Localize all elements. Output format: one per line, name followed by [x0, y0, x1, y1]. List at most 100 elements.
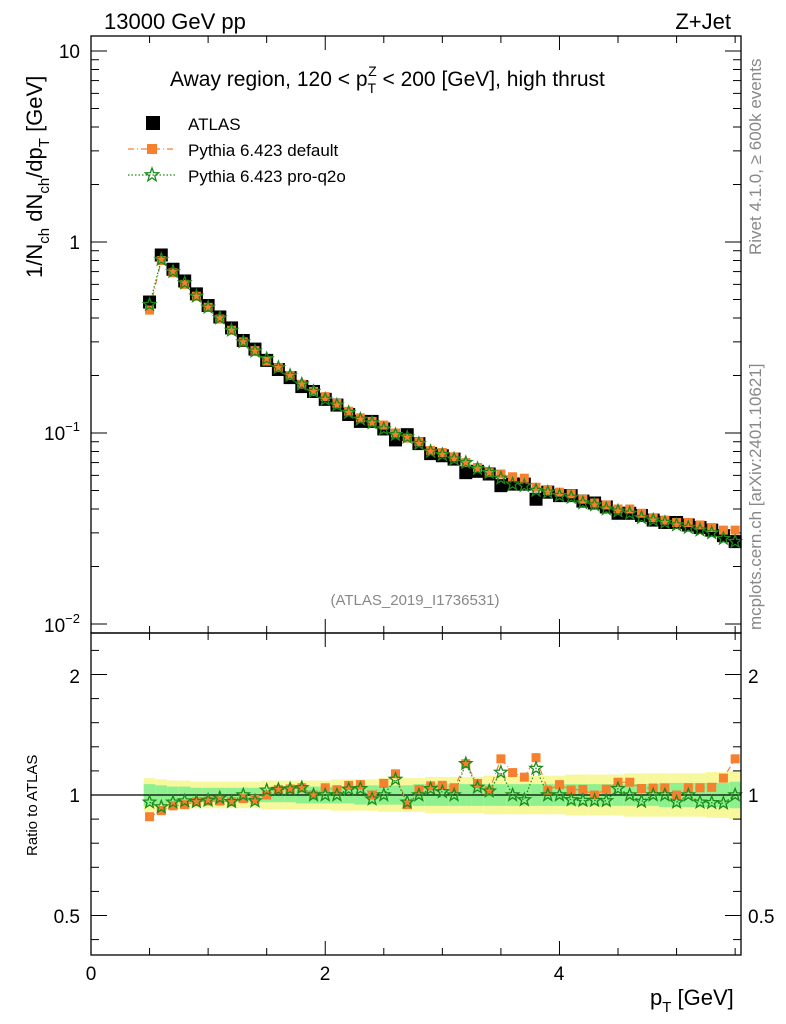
- proq2o-point: [399, 428, 416, 444]
- proq2o-point: [539, 483, 556, 499]
- ratio-proq2o-point: [223, 793, 240, 809]
- default-point: [484, 468, 494, 478]
- proq2o-point: [598, 500, 615, 516]
- proq2o-point: [551, 487, 568, 503]
- default-point: [227, 325, 237, 335]
- proq2o-point: [668, 516, 685, 532]
- default-point: [297, 379, 307, 389]
- legend-marker-proq2o: [143, 166, 161, 183]
- default-point: [215, 314, 225, 324]
- ratio-proq2o-point: [387, 770, 404, 787]
- default-point: [273, 363, 283, 373]
- ratio-proq2o-point: [188, 793, 205, 809]
- ratio-proq2o-point: [176, 792, 193, 808]
- ratio-proq2o-point: [352, 780, 369, 796]
- ratio-default-point: [695, 783, 705, 793]
- default-point: [461, 458, 471, 468]
- proq2o-point: [621, 504, 638, 520]
- proq2o-point: [680, 519, 697, 535]
- default-point: [145, 305, 155, 315]
- ratio-default-point: [145, 812, 155, 822]
- ratio-proq2o-point: [410, 786, 427, 802]
- default-point: [285, 371, 295, 381]
- ratio-default-point: [519, 772, 529, 782]
- proq2o-point: [434, 446, 451, 462]
- legend-label-default: Pythia 6.423 default: [188, 141, 339, 160]
- ratio-markers: [141, 753, 744, 822]
- default-point: [309, 386, 319, 396]
- ratio-proq2o-point: [715, 794, 732, 811]
- ytick-label-1: 1: [69, 233, 80, 254]
- header-left: 13000 GeV pp: [104, 9, 246, 34]
- ratio-default-point: [508, 768, 518, 778]
- ratio-ytick-label-1-right: 1: [748, 786, 759, 807]
- ytick-label-1e-1: 10−1: [44, 419, 80, 445]
- main-panel: 10−2 10−1 1 10 1/Nch dNch/dpT [GeV] Away…: [22, 35, 744, 637]
- ratio-proq2o-point: [211, 789, 228, 805]
- proq2o-point: [656, 514, 673, 530]
- ratio-default-point: [367, 790, 377, 800]
- proq2o-point: [352, 410, 369, 426]
- default-point: [718, 525, 728, 535]
- ratio-proq2o-point: [621, 786, 638, 802]
- ratio-ytick-label-2: 2: [69, 667, 80, 688]
- xtick-label-4: 4: [554, 964, 565, 985]
- default-point: [379, 420, 389, 430]
- ratio-default-point: [344, 780, 354, 790]
- ratio-proq2o-point: [340, 780, 357, 797]
- ratio-default-point: [730, 754, 740, 764]
- ratio-proq2o-point: [422, 780, 439, 796]
- proq2o-point: [200, 298, 217, 315]
- proq2o-point: [375, 420, 392, 436]
- ratio-proq2o-point: [492, 763, 509, 780]
- ratio-default-point: [601, 784, 611, 794]
- default-point: [601, 500, 611, 510]
- legend-marker-atlas: [146, 116, 160, 130]
- proq2o-point: [492, 469, 509, 485]
- proq2o-point: [211, 309, 228, 325]
- ratio-default-point: [203, 796, 213, 806]
- proq2o-point: [293, 375, 310, 391]
- chart-title: Away region, 120 < pTZ < 200 [GeV], high…: [170, 63, 605, 96]
- ratio-frame: [90, 632, 742, 956]
- ratio-proq2o-point: [329, 786, 345, 802]
- proq2o-point: [703, 524, 720, 540]
- xtick-label-0: 0: [86, 964, 97, 985]
- main-series-lines: [149, 258, 736, 543]
- proq2o-point: [504, 475, 521, 491]
- ratio-proq2o-point: [633, 793, 650, 809]
- ratio-default-point: [238, 794, 248, 804]
- proq2o-point: [165, 263, 181, 279]
- ratio-default-point: [168, 801, 178, 811]
- default-point: [156, 256, 166, 266]
- proq2o-point: [692, 521, 708, 537]
- ratio-proq2o-point: [668, 793, 685, 809]
- proq2o-point: [223, 321, 240, 337]
- ratio-proq2o-point: [457, 755, 474, 771]
- ratio-proq2o-point: [551, 786, 568, 802]
- proq2o-point: [645, 511, 662, 527]
- proq2o-point: [481, 464, 498, 480]
- ratio-default-point: [426, 781, 436, 791]
- proq2o-point: [329, 396, 345, 412]
- default-point: [238, 337, 248, 347]
- ratio-ylabel: Ratio to ATLAS: [24, 755, 41, 856]
- default-point: [437, 448, 447, 458]
- legend-label-proq2o: Pythia 6.423 pro-q2o: [188, 167, 346, 186]
- ratio-default-point: [180, 800, 190, 810]
- default-point: [613, 504, 623, 514]
- series-line-proq2o: [149, 258, 736, 543]
- legend: ATLAS Pythia 6.423 default Pythia 6.423 …: [128, 115, 346, 186]
- default-point: [636, 508, 646, 518]
- ratio-ytick-label-1: 1: [69, 786, 80, 807]
- ratio-default-point: [461, 759, 471, 769]
- proq2o-point: [563, 489, 580, 505]
- ratio-proq2o-point: [504, 786, 521, 802]
- proq2o-point: [247, 342, 263, 358]
- default-point: [496, 469, 506, 479]
- proq2o-point: [282, 367, 299, 383]
- default-point: [180, 279, 190, 289]
- proq2o-point: [141, 296, 158, 312]
- default-point: [730, 525, 740, 535]
